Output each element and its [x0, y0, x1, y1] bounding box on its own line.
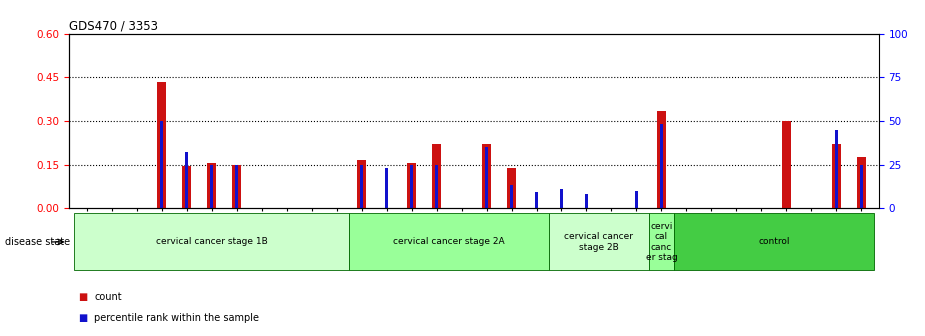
- Text: GDS470 / 3353: GDS470 / 3353: [69, 19, 158, 33]
- Bar: [407, 163, 416, 208]
- Text: cervical cancer stage 2A: cervical cancer stage 2A: [393, 238, 505, 246]
- Text: count: count: [94, 292, 122, 302]
- Bar: [360, 165, 364, 208]
- Text: ■: ■: [79, 312, 88, 323]
- Text: disease state: disease state: [5, 237, 69, 247]
- Bar: [507, 168, 516, 208]
- Text: cervical cancer stage 1B: cervical cancer stage 1B: [156, 238, 267, 246]
- Bar: [357, 160, 366, 208]
- Bar: [585, 194, 588, 208]
- Bar: [385, 168, 388, 208]
- Bar: [435, 165, 438, 208]
- Bar: [207, 163, 216, 208]
- Bar: [182, 166, 191, 208]
- Bar: [482, 144, 491, 208]
- Text: cervi
cal
canc
er stag: cervi cal canc er stag: [646, 222, 677, 262]
- Text: ■: ■: [79, 292, 88, 302]
- Bar: [834, 130, 838, 208]
- Bar: [235, 165, 239, 208]
- Text: control: control: [758, 238, 790, 246]
- Bar: [832, 144, 841, 208]
- Text: cervical cancer
stage 2B: cervical cancer stage 2B: [564, 232, 634, 252]
- Bar: [185, 152, 189, 208]
- Bar: [432, 144, 441, 208]
- Bar: [560, 190, 563, 208]
- Bar: [857, 157, 866, 208]
- Bar: [160, 121, 164, 208]
- Bar: [232, 165, 241, 208]
- Bar: [410, 165, 413, 208]
- Bar: [510, 185, 513, 208]
- Bar: [535, 192, 538, 208]
- Text: percentile rank within the sample: percentile rank within the sample: [94, 312, 259, 323]
- Bar: [657, 111, 666, 208]
- Bar: [485, 147, 488, 208]
- Bar: [782, 121, 791, 208]
- Bar: [635, 191, 638, 208]
- Bar: [157, 82, 166, 208]
- Bar: [660, 124, 663, 208]
- Bar: [210, 165, 214, 208]
- Bar: [859, 165, 863, 208]
